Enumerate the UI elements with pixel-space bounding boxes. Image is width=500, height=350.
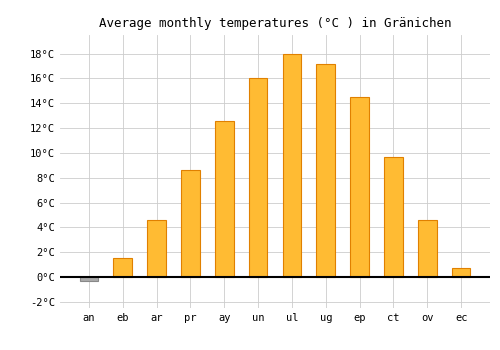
- Bar: [114, 258, 132, 277]
- Bar: [316, 64, 335, 277]
- Title: Average monthly temperatures (°C ) in Gränichen: Average monthly temperatures (°C ) in Gr…: [99, 17, 451, 30]
- Bar: [215, 121, 234, 277]
- Bar: [350, 97, 369, 277]
- Bar: [282, 54, 301, 277]
- Bar: [147, 220, 166, 277]
- Bar: [80, 277, 98, 281]
- Bar: [249, 78, 268, 277]
- Bar: [418, 220, 436, 277]
- Bar: [452, 268, 470, 277]
- Bar: [384, 156, 403, 277]
- Bar: [181, 170, 200, 277]
